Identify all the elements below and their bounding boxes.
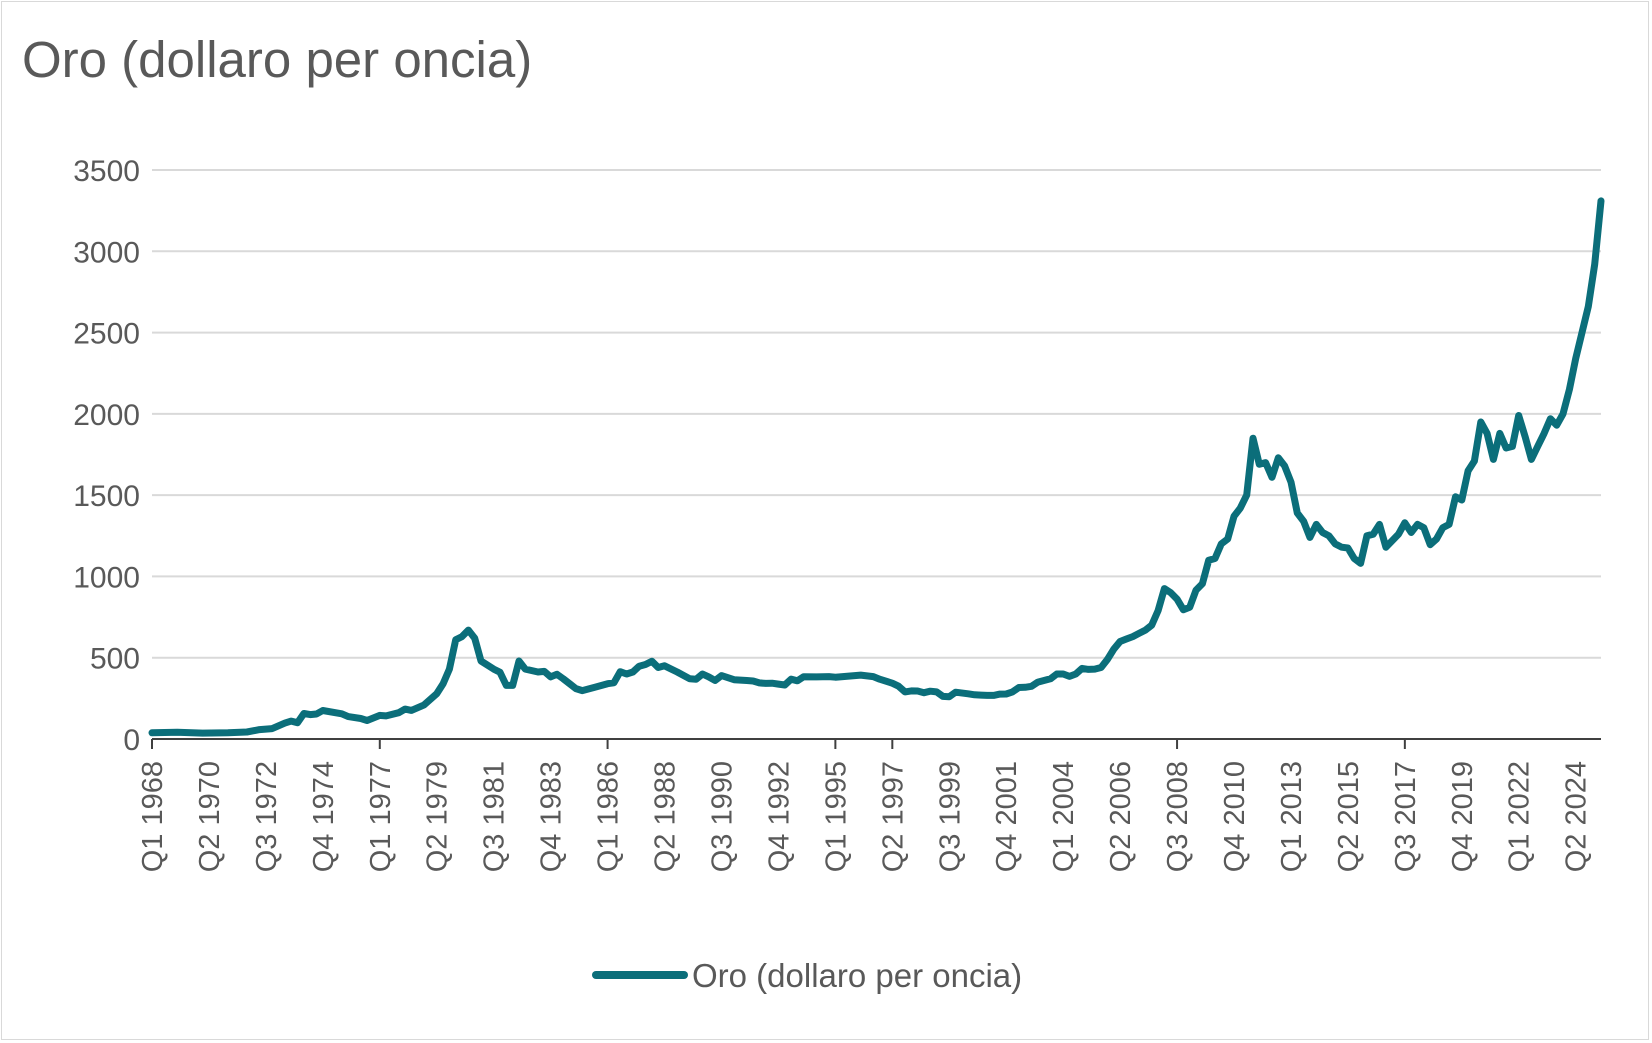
x-tick-label: Q1 1986 [593,761,625,872]
y-tick-label: 1000 [73,561,140,594]
x-tick-label: Q2 1997 [877,761,909,872]
y-axis-tick-labels: 0 500 1000 1500 2000 2500 3000 3500 [73,155,140,757]
x-tick-label: Q2 1970 [194,761,226,872]
x-tick-label: Q2 1988 [650,761,682,872]
y-tick-label: 2000 [73,399,140,432]
x-axis-major-ticks [151,739,1406,749]
x-tick-label: Q4 1974 [308,761,340,872]
legend: Oro (dollaro per oncia) [592,957,1022,994]
x-tick-label: Q3 2017 [1390,761,1422,872]
x-tick-label: Q1 1968 [137,761,169,872]
x-tick-label: Q2 1979 [422,761,454,872]
x-tick-label: Q1 2013 [1276,761,1308,872]
x-tick-label: Q2 2015 [1333,761,1365,872]
x-tick-label: Q1 2004 [1048,761,1080,872]
series-line [148,197,1605,737]
legend-label: Oro (dollaro per oncia) [692,957,1022,994]
y-tick-label: 1500 [73,480,140,513]
x-tick-label: Q4 2001 [991,761,1023,872]
x-tick-label: Q4 2010 [1219,761,1251,872]
y-tick-label: 2500 [73,318,140,351]
x-tick-label: Q1 1995 [820,761,852,872]
y-tick-label: 3000 [73,236,140,269]
y-tick-label: 0 [123,724,140,757]
gridlines [152,169,1601,659]
x-tick-label: Q3 1990 [706,761,738,872]
x-tick-label: Q4 1992 [763,761,795,872]
x-tick-label: Q2 2006 [1105,761,1137,872]
x-tick-label: Q3 2008 [1162,761,1194,872]
x-tick-label: Q2 2024 [1561,761,1593,872]
x-axis-tick-labels: Q1 1968 Q2 1970 Q3 1972 Q4 1974 Q1 1977 Q2 19… [137,761,1593,872]
x-tick-label: Q3 1981 [479,761,511,872]
y-tick-label: 3500 [73,155,140,188]
x-tick-label: Q1 1977 [365,761,397,872]
x-tick-label: Q4 2019 [1447,761,1479,872]
x-tick-label: Q3 1972 [251,761,283,872]
x-tick-label: Q3 1999 [934,761,966,872]
x-tick-label: Q4 1983 [536,761,568,872]
x-tick-label: Q1 2022 [1504,761,1536,872]
chart-title: Oro (dollaro per oncia) [22,31,533,88]
y-tick-label: 500 [90,643,140,676]
